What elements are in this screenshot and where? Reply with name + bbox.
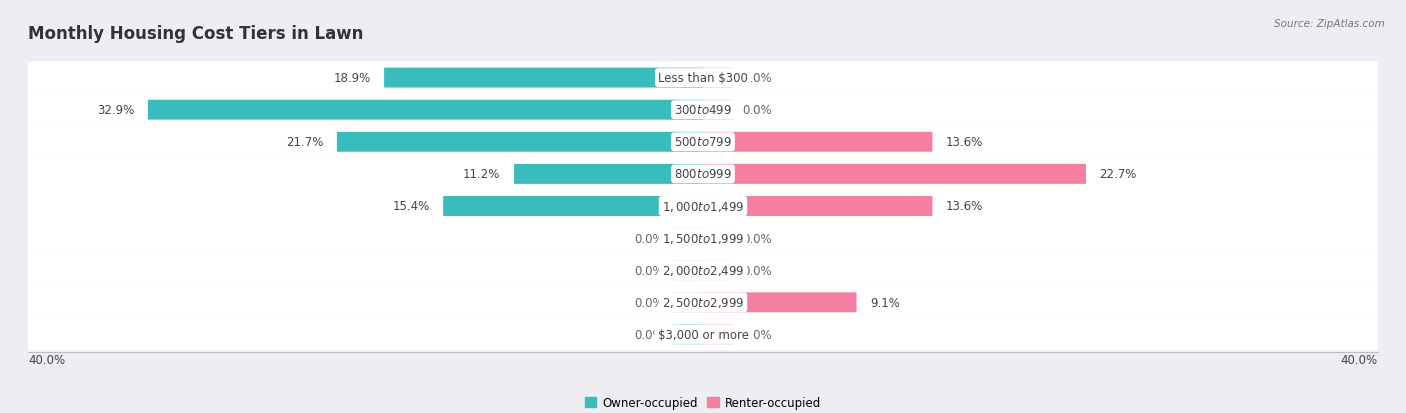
Text: $2,000 to $2,499: $2,000 to $2,499 [662, 263, 744, 278]
Text: 13.6%: 13.6% [946, 136, 983, 149]
FancyBboxPatch shape [703, 100, 734, 120]
FancyBboxPatch shape [672, 229, 703, 249]
Text: 0.0%: 0.0% [634, 328, 664, 341]
FancyBboxPatch shape [703, 197, 932, 216]
FancyBboxPatch shape [703, 325, 734, 344]
FancyBboxPatch shape [28, 62, 1378, 95]
Text: 18.9%: 18.9% [333, 72, 371, 85]
FancyBboxPatch shape [443, 197, 703, 216]
Text: $300 to $499: $300 to $499 [673, 104, 733, 117]
Text: Monthly Housing Cost Tiers in Lawn: Monthly Housing Cost Tiers in Lawn [28, 24, 364, 43]
FancyBboxPatch shape [672, 325, 703, 344]
Legend: Owner-occupied, Renter-occupied: Owner-occupied, Renter-occupied [579, 392, 827, 413]
FancyBboxPatch shape [28, 159, 1378, 190]
FancyBboxPatch shape [28, 318, 1378, 351]
Text: $2,500 to $2,999: $2,500 to $2,999 [662, 296, 744, 310]
Text: 9.1%: 9.1% [870, 296, 900, 309]
Text: 0.0%: 0.0% [742, 104, 772, 117]
Text: 0.0%: 0.0% [742, 264, 772, 277]
Text: 0.0%: 0.0% [742, 328, 772, 341]
FancyBboxPatch shape [28, 190, 1378, 223]
Text: 32.9%: 32.9% [97, 104, 135, 117]
FancyBboxPatch shape [28, 223, 1378, 254]
Text: 15.4%: 15.4% [392, 200, 430, 213]
FancyBboxPatch shape [148, 100, 703, 120]
FancyBboxPatch shape [28, 95, 1378, 126]
FancyBboxPatch shape [28, 254, 1378, 287]
Text: 22.7%: 22.7% [1099, 168, 1137, 181]
Text: Source: ZipAtlas.com: Source: ZipAtlas.com [1274, 19, 1385, 28]
FancyBboxPatch shape [703, 164, 1085, 184]
Text: 21.7%: 21.7% [285, 136, 323, 149]
FancyBboxPatch shape [384, 69, 703, 88]
Text: 40.0%: 40.0% [28, 353, 65, 366]
Text: 0.0%: 0.0% [634, 232, 664, 245]
Text: 40.0%: 40.0% [1341, 353, 1378, 366]
Text: 0.0%: 0.0% [742, 72, 772, 85]
Text: $800 to $999: $800 to $999 [673, 168, 733, 181]
Text: $1,500 to $1,999: $1,500 to $1,999 [662, 232, 744, 245]
FancyBboxPatch shape [515, 164, 703, 184]
Text: 13.6%: 13.6% [946, 200, 983, 213]
FancyBboxPatch shape [703, 133, 932, 152]
FancyBboxPatch shape [28, 126, 1378, 159]
Text: 0.0%: 0.0% [634, 264, 664, 277]
Text: $1,000 to $1,499: $1,000 to $1,499 [662, 199, 744, 214]
FancyBboxPatch shape [28, 287, 1378, 318]
Text: $3,000 or more: $3,000 or more [658, 328, 748, 341]
FancyBboxPatch shape [703, 69, 734, 88]
Text: 0.0%: 0.0% [742, 232, 772, 245]
FancyBboxPatch shape [703, 261, 734, 280]
Text: 11.2%: 11.2% [463, 168, 501, 181]
FancyBboxPatch shape [672, 261, 703, 280]
Text: $500 to $799: $500 to $799 [673, 136, 733, 149]
FancyBboxPatch shape [703, 293, 856, 313]
FancyBboxPatch shape [703, 229, 734, 249]
FancyBboxPatch shape [672, 293, 703, 313]
Text: 0.0%: 0.0% [634, 296, 664, 309]
Text: Less than $300: Less than $300 [658, 72, 748, 85]
FancyBboxPatch shape [337, 133, 703, 152]
